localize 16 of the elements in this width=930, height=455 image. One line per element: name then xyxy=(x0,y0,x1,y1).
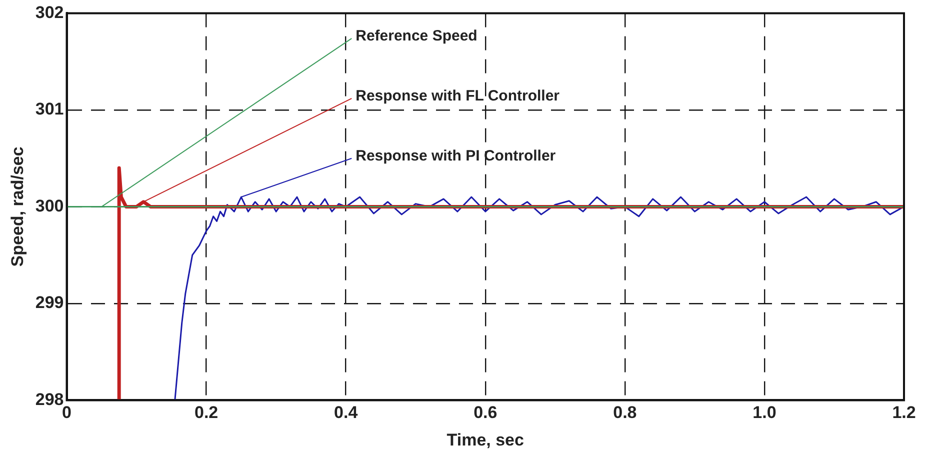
y-tick-label: 299 xyxy=(35,293,64,312)
y-axis-title: Speed, rad/sec xyxy=(8,146,27,267)
annotation: Reference Speed xyxy=(356,28,478,45)
x-tick-label: 0.4 xyxy=(334,403,358,422)
y-tick-label: 300 xyxy=(35,196,64,216)
annotation: Response with FL Controller xyxy=(356,88,560,105)
y-tick-label: 302 xyxy=(35,2,64,22)
x-tick-label: 1.2 xyxy=(892,403,916,422)
x-axis-title: Time, sec xyxy=(446,430,524,450)
x-tick-label: 0.8 xyxy=(613,403,637,422)
x-tick-label: 1.0 xyxy=(752,403,776,422)
y-tick-label: 301 xyxy=(35,100,64,119)
x-tick-label: 0.6 xyxy=(474,403,498,422)
y-tick-label: 298 xyxy=(35,390,64,409)
x-tick-label: 0 xyxy=(62,403,72,422)
x-tick-label: 0.2 xyxy=(194,403,218,422)
